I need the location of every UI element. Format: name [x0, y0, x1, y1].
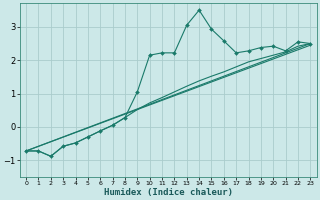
- X-axis label: Humidex (Indice chaleur): Humidex (Indice chaleur): [104, 188, 233, 197]
